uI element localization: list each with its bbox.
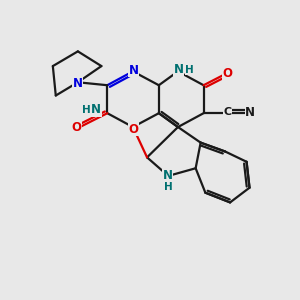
Text: N: N <box>129 64 139 77</box>
Text: H: H <box>164 182 173 192</box>
Text: O: O <box>222 67 233 80</box>
Text: C: C <box>223 107 231 117</box>
Text: N: N <box>91 103 101 116</box>
Text: H: H <box>82 105 91 115</box>
Text: N: N <box>245 106 255 119</box>
Text: O: O <box>71 121 81 134</box>
Text: N: N <box>73 77 83 90</box>
Text: H: H <box>185 64 194 75</box>
Text: N: N <box>163 169 173 182</box>
Text: O: O <box>128 123 139 136</box>
Text: N: N <box>174 63 184 76</box>
